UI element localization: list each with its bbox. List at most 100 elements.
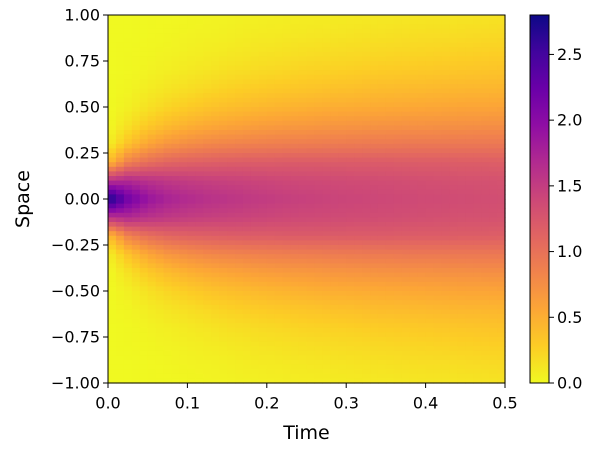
heatmap-cell [235,120,244,126]
heatmap-cell [274,341,284,347]
heatmap-cell [385,314,395,320]
heatmap-cell [274,47,284,53]
heatmap-cell [290,277,300,283]
heatmap-cell [131,199,141,205]
heatmap-cell [298,130,308,136]
heatmap-cell [370,65,379,71]
heatmap-cell [235,130,244,136]
heatmap-cell [433,327,443,333]
heatmap-cell [298,226,308,232]
heatmap-cell [203,176,212,182]
heatmap-cell [330,231,339,237]
heatmap-cell [330,226,339,232]
heatmap-cell [203,65,212,71]
heatmap-cell [401,56,411,62]
heatmap-cell [211,199,220,205]
heatmap-cell [409,93,419,99]
heatmap-cell [497,212,506,218]
heatmap-cell [139,323,149,329]
heatmap-cell [266,231,276,237]
heatmap-cell [489,157,498,163]
heatmap-cell [147,281,157,287]
heatmap-cell [449,360,458,366]
heatmap-cell [441,70,451,76]
heatmap-cell [354,263,363,269]
heatmap-cell [441,93,451,99]
heatmap-cell [274,180,284,186]
heatmap-cell [409,281,419,287]
heatmap-cell [123,295,133,301]
heatmap-cell [282,79,292,85]
heatmap-cell [473,102,482,108]
heatmap-cell [211,291,220,297]
heatmap-cell [203,143,212,149]
heatmap-cell [393,176,403,182]
heatmap-cell [298,364,308,370]
heatmap-cell [338,245,347,251]
heatmap-cell [195,373,204,379]
heatmap-cell [250,231,260,237]
heatmap-cell [401,24,411,30]
heatmap-cell [314,350,323,356]
heatmap-cell [465,189,474,195]
heatmap-cell [409,199,419,205]
heatmap-cell [314,38,323,44]
heatmap-cell [457,364,466,370]
heatmap-cell [274,350,284,356]
heatmap-cell [123,203,133,209]
heatmap-cell [274,258,284,264]
heatmap-cell [338,42,347,48]
heatmap-cell [497,107,506,113]
heatmap-cell [211,203,220,209]
heatmap-cell [139,84,149,90]
heatmap-cell [465,97,474,103]
heatmap-cell [306,208,316,214]
heatmap-cell [211,364,220,370]
heatmap-cell [219,318,228,324]
heatmap-cell [123,125,133,131]
heatmap-cell [465,38,474,44]
heatmap-cell [171,337,181,343]
heatmap-cell [314,203,323,209]
heatmap-cell [473,373,482,379]
heatmap-cell [393,254,403,260]
heatmap-cell [163,153,173,159]
heatmap-cell [370,226,379,232]
heatmap-cell [266,61,276,67]
heatmap-cell [457,157,466,163]
heatmap-cell [346,51,355,57]
heatmap-cell [306,217,316,223]
heatmap-cell [489,134,498,140]
heatmap-cell [338,56,347,62]
heatmap-cell [457,93,466,99]
heatmap-cell [473,61,482,67]
heatmap-cell [282,378,292,384]
heatmap-cell [314,327,323,333]
heatmap-cell [147,19,157,25]
heatmap-cell [163,134,173,140]
heatmap-cell [401,378,411,384]
heatmap-cell [266,300,276,306]
heatmap-cell [250,134,260,140]
heatmap-cell [195,42,204,48]
y-tick-label: −0.25 [51,236,100,255]
heatmap-cell [131,364,141,370]
heatmap-cell [385,286,395,292]
heatmap-cell [187,314,196,320]
heatmap-cell [163,194,173,200]
heatmap-cell [322,157,331,163]
heatmap-cell [370,120,379,126]
heatmap-cell [465,268,474,274]
heatmap-cell [195,309,204,315]
heatmap-cell [377,157,387,163]
heatmap-cell [163,226,173,232]
heatmap-cell [481,102,490,108]
heatmap-cell [441,208,451,214]
heatmap-cell [298,373,308,379]
heatmap-cell [473,346,482,352]
heatmap-cell [322,281,331,287]
heatmap-cell [449,38,458,44]
heatmap-cell [242,318,252,324]
heatmap-cell [115,28,125,34]
heatmap-cell [362,189,371,195]
